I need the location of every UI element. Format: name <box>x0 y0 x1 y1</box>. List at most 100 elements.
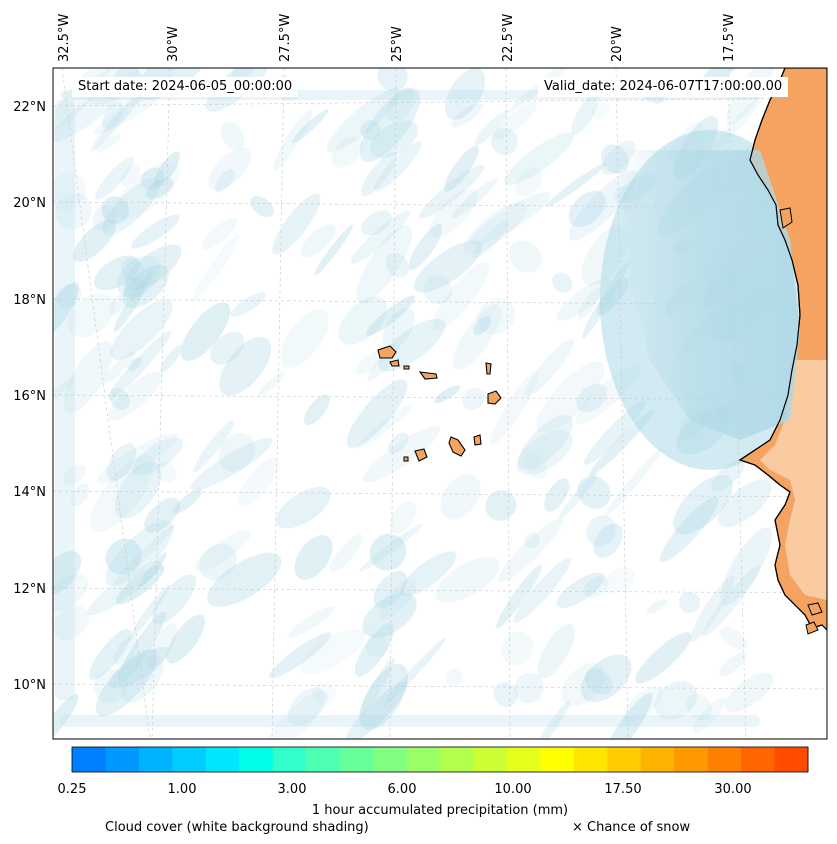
cloud-patch <box>273 109 313 170</box>
cloud-patch <box>623 686 663 723</box>
cloud-patch <box>122 264 170 309</box>
colorbar-swatch <box>172 747 207 772</box>
cloud-patch <box>87 560 162 616</box>
cloud-patch <box>53 574 89 612</box>
cloud-patch <box>128 357 142 372</box>
cloud-patch <box>592 103 610 119</box>
cloud-patch <box>366 295 416 336</box>
cloud-patch <box>593 523 623 558</box>
cloud-patch <box>568 170 638 241</box>
longitude-labels: 32.5°W 30°W 27.5°W 25°W 22.5°W 20°W 17.5… <box>57 14 737 62</box>
cloud-patch <box>95 133 122 153</box>
snow-note: × Chance of snow <box>572 820 690 835</box>
cloud-patch <box>452 304 502 370</box>
cloud-patch <box>117 611 166 684</box>
cloud-patch <box>678 591 701 614</box>
cloud-patch <box>172 489 203 514</box>
cloud-patch <box>115 564 165 605</box>
cloud-patch <box>105 520 174 586</box>
lat-label-16n: 16°N <box>13 389 46 404</box>
meridian-line <box>505 68 511 739</box>
cloud-patch <box>513 557 572 623</box>
africa-coastline <box>738 68 823 629</box>
cloud-patch <box>462 387 486 411</box>
cloud-patch <box>63 341 113 413</box>
cloud-patch <box>230 292 267 317</box>
cloud-patch <box>445 68 486 120</box>
cloud-patch <box>718 479 772 528</box>
cloud-patch <box>288 687 326 727</box>
cloud-patch <box>95 157 134 200</box>
cloud-patch <box>537 624 575 679</box>
cbar-tick-17-50: 17.50 <box>604 782 641 797</box>
cloud-patch <box>382 637 447 707</box>
cloud-patch <box>140 167 165 190</box>
cloud-patch <box>718 652 747 677</box>
colorbar-swatch <box>674 747 709 772</box>
cloud-patch <box>107 331 172 400</box>
island-brava <box>403 456 409 462</box>
cloud-patch <box>444 145 480 192</box>
cloud-patch <box>53 84 126 143</box>
cloud-patch <box>55 193 92 230</box>
precipitation-colorbar <box>72 747 809 772</box>
cloud-patch <box>378 318 446 372</box>
cloud-patch <box>474 109 510 146</box>
cloud-patch <box>199 543 237 581</box>
cloud-patch <box>659 496 719 563</box>
cloud-patch <box>377 68 408 92</box>
cloud-patch <box>153 151 180 188</box>
colorbar-swatch <box>138 747 173 772</box>
cloud-patch <box>379 579 416 619</box>
lon-label-32-5w: 32.5°W <box>57 14 72 62</box>
cloud-patch <box>471 220 510 259</box>
cbar-tick-0-25: 0.25 <box>58 782 87 797</box>
cloud-patch <box>434 385 461 403</box>
colorbar-swatch <box>406 747 441 772</box>
cbar-tick-1-00: 1.00 <box>168 782 197 797</box>
cloud-patch <box>326 88 400 152</box>
cloud-patch <box>357 404 413 449</box>
meridian-line <box>61 68 151 739</box>
cloud-patch <box>151 574 197 625</box>
cloud-patch <box>287 605 336 639</box>
cloud-patch <box>106 443 137 481</box>
cloud-patch <box>604 692 653 739</box>
cloud-patch <box>195 529 251 571</box>
cloud-patch <box>304 394 330 426</box>
cloud-patch <box>388 432 409 454</box>
cloud-patch <box>218 432 255 473</box>
cloud-patch <box>89 454 155 533</box>
cloud-patch <box>272 193 321 255</box>
bijagos-island <box>807 602 823 616</box>
cloud-patch <box>362 592 417 638</box>
cloud-patch <box>359 88 421 163</box>
cloud-patch <box>408 223 443 271</box>
island-santo-antao <box>377 345 397 359</box>
colorbar-swatch <box>440 747 474 772</box>
cloud-patch <box>690 575 735 643</box>
colorbar-swatch <box>306 747 341 772</box>
island-sao-nicolau <box>418 371 438 380</box>
cloud-patch <box>160 344 183 373</box>
cloud-patch <box>299 629 366 674</box>
cloud-patch <box>361 210 392 236</box>
cloud-patch <box>524 532 540 549</box>
cloud-patch <box>114 461 162 519</box>
colorbar-swatch <box>774 747 809 772</box>
cloud-patch <box>193 420 234 473</box>
cloud-patch <box>109 388 131 410</box>
cloud-patch <box>544 478 570 512</box>
cloud-patch <box>207 552 282 607</box>
cloud-patch <box>121 257 144 282</box>
colorbar-tick-labels: 0.25 1.00 3.00 6.00 10.00 17.50 30.00 <box>58 782 752 797</box>
cloud-patch <box>692 696 727 734</box>
meridian-line <box>151 68 171 739</box>
meridian-line <box>615 68 629 739</box>
cloud-patch <box>387 87 415 122</box>
colorbar-swatch <box>707 747 742 772</box>
cloud-patch <box>237 457 279 507</box>
cloud-patch <box>552 272 573 293</box>
cloud-patch <box>208 147 252 191</box>
cloud-patch <box>354 623 394 677</box>
